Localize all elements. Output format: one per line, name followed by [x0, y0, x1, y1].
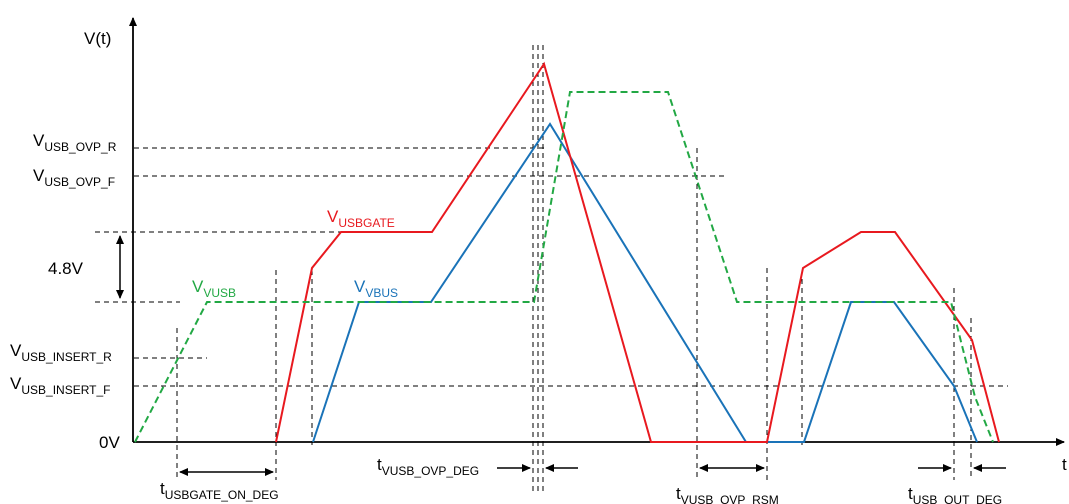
vbus-waveform — [312, 122, 978, 443]
ovp-rsm-label: tVUSB_OVP_RSM — [676, 484, 779, 504]
insert-f-label: VUSB_INSERT_F — [10, 374, 110, 397]
ovp-deg-label: tVUSB_OVP_DEG — [377, 455, 479, 478]
gate-delta-label: 4.8V — [48, 259, 84, 278]
x-axis-label: t — [1062, 455, 1067, 474]
y-axis-label: V(t) — [84, 29, 111, 48]
usbgate-label: VUSBGATE — [327, 207, 395, 230]
insert-r-label: VUSB_INSERT_R — [10, 341, 112, 364]
vusb-waveform — [134, 91, 994, 443]
reference-lines — [95, 147, 1008, 387]
zero-volt-label: 0V — [99, 433, 120, 452]
time-markers — [176, 45, 972, 492]
gate-on-deg-label: tUSBGATE_ON_DEG — [160, 479, 279, 502]
ovp-f-label: VUSB_OVP_F — [33, 166, 115, 189]
vusb-label: VVUSB — [192, 277, 236, 300]
ovp-r-label: VUSB_OVP_R — [33, 131, 117, 154]
vbus-label: VVBUS — [354, 277, 398, 300]
usbgate-waveform — [275, 61, 1000, 443]
out-deg-label: tUSB_OUT_DEG — [908, 484, 1002, 504]
